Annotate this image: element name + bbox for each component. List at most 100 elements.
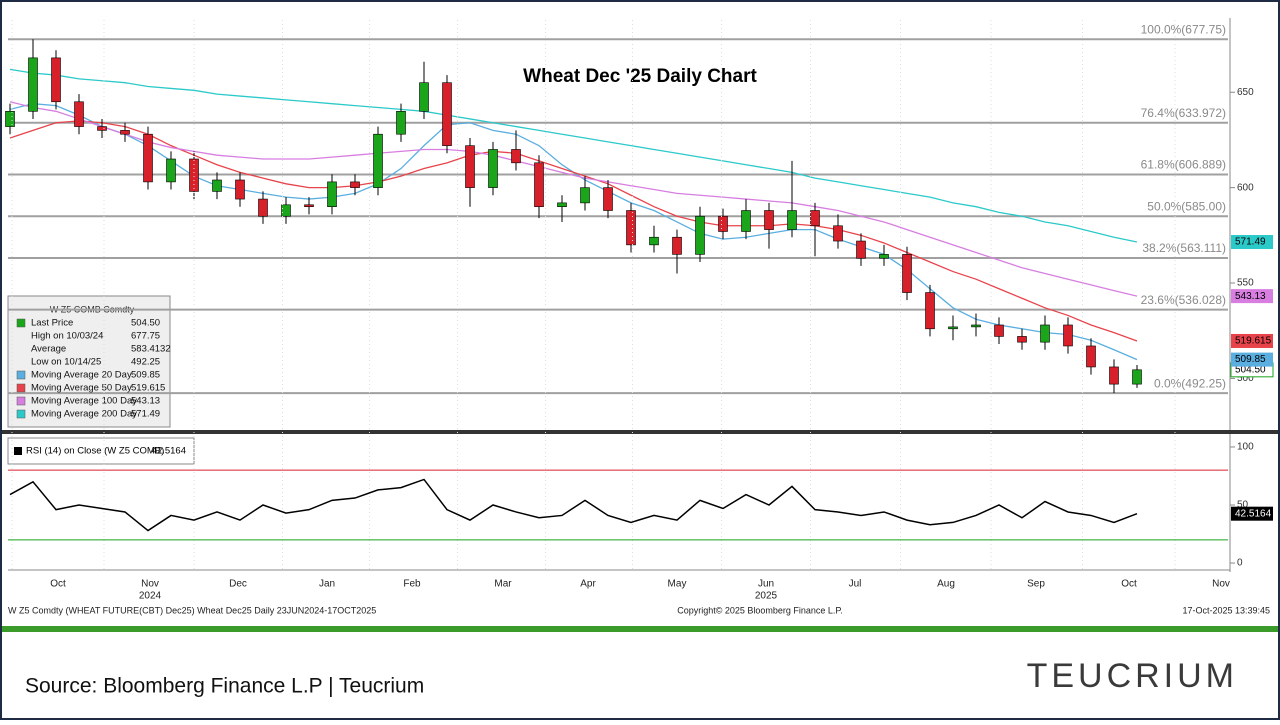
candle-body [97, 126, 107, 131]
candle-body [350, 181, 360, 188]
fib-label: 50.0%(585.00) [1147, 199, 1226, 213]
candle-body [948, 326, 958, 330]
info-value: 509.85 [131, 370, 160, 381]
info-label: Moving Average 200 Day [31, 409, 137, 420]
info-label: Last Price [31, 318, 73, 329]
candle-body [718, 215, 728, 232]
rsi-legend-box [7, 437, 195, 465]
info-value: 492.25 [131, 357, 160, 368]
info-box [7, 295, 171, 428]
candle-body [1132, 369, 1142, 385]
ma-tag [1231, 333, 1273, 348]
fib-label: 61.8%(606.889) [1141, 158, 1226, 172]
fib-label: 0.0%(492.25) [1154, 376, 1226, 390]
footer-left: W Z5 Comdty (WHEAT FUTURE(CBT) Dec25) Wh… [8, 605, 376, 615]
month-label: Nov [1212, 579, 1230, 590]
y-tick-label: 600 [1237, 182, 1254, 193]
month-label: Aug [937, 579, 955, 590]
month-label: May [668, 579, 687, 590]
rsi-legend-value: 42.5164 [152, 446, 186, 457]
info-swatch [16, 318, 26, 328]
month-label: Feb [403, 579, 421, 590]
candle-body [212, 179, 222, 192]
moving-average [9, 101, 1138, 297]
info-value: 543.13 [131, 396, 160, 407]
candle-body [1017, 336, 1027, 343]
candle-body [120, 130, 130, 135]
candle-body [902, 254, 912, 293]
month-label: Apr [580, 579, 596, 590]
candle-body [626, 210, 636, 246]
info-value: 504.50 [131, 318, 160, 329]
fib-label: 100.0%(677.75) [1141, 22, 1226, 36]
month-label: Jul [849, 579, 862, 590]
info-swatch [16, 383, 26, 393]
ma-tag-label: 571.49 [1235, 237, 1266, 248]
ma-tag [1231, 235, 1273, 250]
ma-tag-label: 509.85 [1235, 354, 1266, 365]
candle-body [166, 158, 176, 183]
y-tick-label: 650 [1237, 87, 1254, 98]
candle-body [649, 236, 659, 246]
info-label: Average [31, 344, 66, 355]
y-tick-label: 500 [1237, 373, 1254, 384]
candle-body [1086, 345, 1096, 368]
fib-label: 23.6%(536.028) [1141, 293, 1226, 307]
candle-body [5, 111, 15, 127]
green-bar [2, 626, 1278, 632]
ma-tag [1231, 289, 1273, 304]
candle-body [304, 204, 314, 207]
candle-body [465, 145, 475, 188]
logo: TEUCRIUM [1027, 657, 1238, 695]
candle-body [28, 57, 38, 112]
month-label: Sep [1027, 579, 1045, 590]
candle-body [442, 82, 452, 146]
candle-body [741, 210, 751, 232]
fib-label: 76.4%(633.972) [1141, 106, 1226, 120]
candle-body [1040, 324, 1050, 343]
candle-body [281, 204, 291, 217]
candle-body [787, 210, 797, 230]
rsi-tag [1231, 506, 1273, 521]
candle-body [856, 240, 866, 259]
year-label: 2024 [139, 591, 162, 602]
footer-center: Copyright© 2025 Bloomberg Finance L.P. [677, 605, 843, 615]
candle-body [672, 236, 682, 255]
last-price-tag-label: 504.50 [1235, 364, 1266, 375]
candle-body [580, 187, 590, 204]
moving-average [9, 120, 1138, 342]
info-swatch [16, 409, 26, 419]
ma-tag-label: 519.615 [1235, 336, 1272, 347]
fib-label: 38.2%(563.111) [1142, 241, 1226, 255]
info-label: High on 10/03/24 [31, 331, 103, 342]
month-label: Nov [141, 579, 159, 590]
ma-tag [1231, 352, 1273, 367]
info-swatch [16, 396, 26, 406]
footer-right: 17-Oct-2025 13:39:45 [1182, 605, 1270, 615]
candle-body [235, 179, 245, 200]
candle-body [810, 210, 820, 227]
rsi-tick-label: 100 [1237, 442, 1254, 453]
info-value: 677.75 [131, 331, 160, 342]
candle-body [396, 111, 406, 135]
info-value: 519.615 [131, 383, 165, 394]
candle-body [143, 133, 153, 183]
chart-title: Wheat Dec '25 Daily Chart [523, 66, 757, 87]
month-label: Mar [494, 579, 512, 590]
info-label: Moving Average 20 Day [31, 370, 132, 381]
candle-body [557, 202, 567, 207]
ma-tag-label: 543.13 [1235, 291, 1266, 302]
info-value: 583.4132 [131, 344, 171, 355]
candle-body [833, 225, 843, 242]
candle-body [1063, 324, 1073, 347]
rsi-tag-label: 42.5164 [1235, 508, 1272, 519]
info-swatch [16, 370, 26, 380]
candle-body [603, 187, 613, 211]
info-label: Low on 10/14/25 [31, 357, 101, 368]
info-label: Moving Average 100 Day [31, 396, 137, 407]
candle-body [419, 82, 429, 112]
info-label: Moving Average 50 Day [31, 383, 132, 394]
info-value: 571.49 [131, 409, 160, 420]
